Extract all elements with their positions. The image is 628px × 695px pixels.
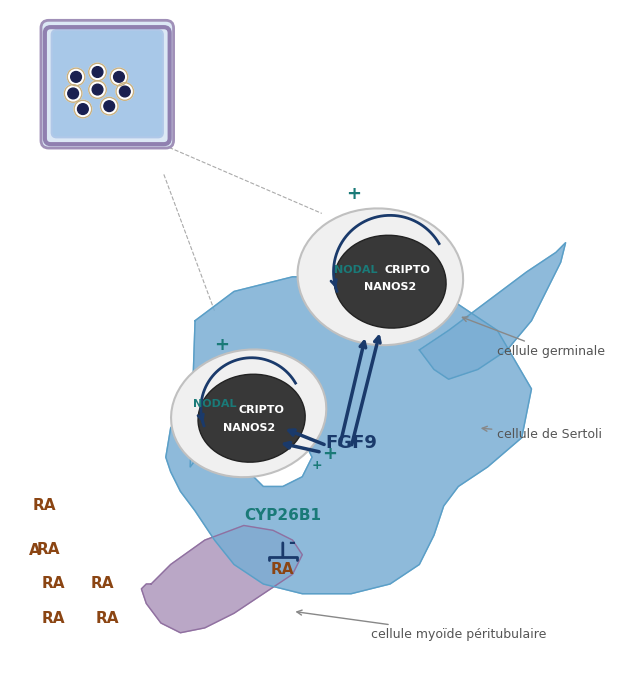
Text: RA: RA [42,611,65,626]
Circle shape [110,68,127,85]
Text: CRIPTO: CRIPTO [385,265,431,275]
Text: RA: RA [37,542,60,557]
Polygon shape [141,525,302,632]
Text: RA: RA [42,576,65,591]
Text: -: - [288,534,295,552]
Text: A: A [30,543,41,557]
Text: RA: RA [95,611,119,626]
Circle shape [100,97,118,115]
Text: NODAL: NODAL [193,398,236,409]
Text: RA: RA [271,562,295,577]
Polygon shape [420,243,566,379]
Circle shape [89,81,106,98]
Text: cellule germinale: cellule germinale [462,317,605,358]
Circle shape [114,72,124,82]
Text: +: + [346,185,361,203]
Circle shape [74,100,92,118]
Text: RA: RA [32,498,56,514]
Text: NANOS2: NANOS2 [364,281,416,291]
FancyBboxPatch shape [41,20,173,148]
Circle shape [92,67,103,77]
Text: +: + [215,336,230,354]
Circle shape [68,88,78,99]
Circle shape [71,72,82,82]
Circle shape [77,104,89,115]
Text: NANOS2: NANOS2 [222,423,275,433]
Text: RA: RA [90,576,114,591]
Ellipse shape [198,374,305,462]
Polygon shape [166,277,531,594]
Text: FGF9: FGF9 [325,434,377,452]
Text: +: + [312,459,323,472]
Circle shape [119,86,130,97]
Circle shape [67,68,85,85]
Circle shape [104,101,114,111]
Ellipse shape [334,236,446,328]
Text: CYP26B1: CYP26B1 [244,508,322,523]
Circle shape [116,83,134,100]
Text: NODAL: NODAL [334,265,377,275]
Ellipse shape [171,350,327,477]
Circle shape [64,85,82,102]
Text: +: + [322,445,337,463]
Text: CRIPTO: CRIPTO [239,405,284,416]
Circle shape [92,84,103,95]
Text: cellule myoïde péritubulaire: cellule myoïde péritubulaire [297,610,546,641]
Circle shape [89,63,106,81]
FancyBboxPatch shape [51,30,163,138]
Ellipse shape [298,208,463,345]
Text: cellule de Sertoli: cellule de Sertoli [482,426,602,441]
